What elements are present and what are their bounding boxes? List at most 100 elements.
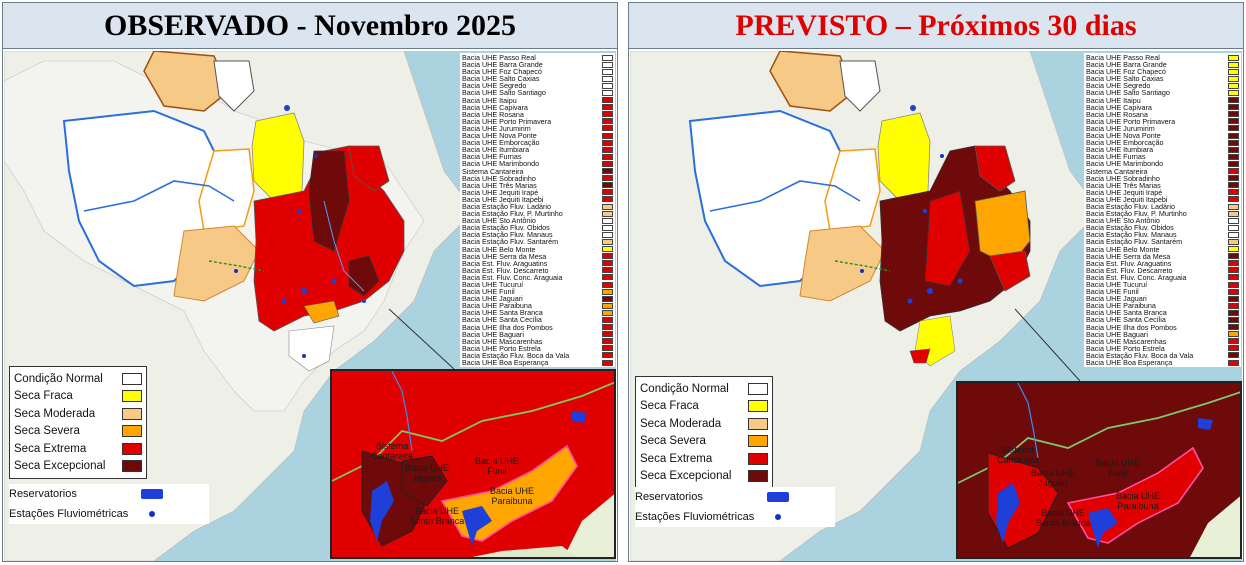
basin-color-swatch — [602, 217, 613, 224]
basin-name: Bacia UHE Tucuruí — [1086, 280, 1148, 289]
basin-name: Bacia UHE Belo Monte — [462, 244, 536, 254]
basin-name: Bacia UHE Passo Real — [462, 53, 536, 62]
basin-legend-item: Bacia Estação Fluv. Obidos — [462, 224, 613, 231]
basin-name: Bacia UHE Santa Branca — [1086, 308, 1167, 318]
basin-legend-item: Bacia UHE Ilha dos Pombos — [1086, 323, 1239, 331]
basin-legend-item: Sistema Cantareira — [462, 166, 613, 176]
inset-label-funil: Bacia UHE Funil — [1095, 458, 1140, 478]
basin-color-swatch — [1228, 97, 1239, 104]
basin-color-swatch — [1228, 68, 1239, 75]
basin-name: Bacia UHE Boa Esperança — [462, 358, 549, 368]
basin-name: Bacia Est. Fluv. Descarreto — [1086, 265, 1173, 275]
basin-legend-item: Bacia UHE Nova Ponte — [1086, 132, 1239, 139]
basin-color-swatch — [1228, 224, 1239, 231]
basin-color-swatch — [602, 324, 613, 331]
basin-name: Bacia UHE Tucuruí — [462, 280, 524, 289]
basin-name: Bacia UHE Emborcação — [1086, 138, 1164, 148]
basin-name: Bacia UHE Porto Primavera — [462, 116, 552, 126]
basin-color-swatch — [1228, 132, 1239, 139]
basin-name: Bacia Estação Fluv. Boca da Vala — [1086, 350, 1194, 360]
basin-name: Bacia UHE Serra da Mesa — [462, 251, 547, 261]
basin-legend-item: Bacia UHE Jequiti Itapebi — [1086, 196, 1239, 203]
basin-legend-item: Bacia UHE Furnas — [462, 153, 613, 160]
condition-legend-item: Seca Excepcional — [14, 458, 142, 476]
basin-legend-item: Bacia UHE Belo Monte — [1086, 245, 1239, 253]
condition-label: Condição Normal — [14, 372, 103, 385]
basin-name: Bacia UHE Segredo — [462, 81, 527, 91]
condition-legend-forecast: Condição Normal Seca Fraca Seca Moderada Se… — [635, 376, 773, 489]
basin-name: Bacia UHE Jurumirim — [1086, 123, 1155, 133]
basin-name: Bacia UHE Três Marias — [462, 180, 537, 190]
basin-color-swatch — [602, 352, 613, 359]
basin-name: Bacia UHE Salto Santiago — [1086, 88, 1170, 98]
basin-name: Sistema Cantareira — [1086, 166, 1148, 176]
basin-legend-item: Bacia UHE Jequiti Irapé — [1086, 189, 1239, 196]
basin-color-swatch — [602, 146, 613, 153]
basin-color-swatch — [1228, 281, 1239, 288]
condition-label: Seca Excepcional — [14, 460, 106, 473]
basin-name: Bacia UHE Itumbiara — [462, 145, 530, 155]
observed-title: OBSERVADO - Novembro 2025 — [3, 3, 617, 49]
condition-color-swatch — [748, 382, 768, 395]
basin-name: Bacia UHE Salto Santiago — [462, 88, 546, 98]
basin-color-swatch — [602, 153, 613, 160]
basin-name: Bacia UHE Ilha dos Pombos — [462, 322, 553, 332]
basin-color-swatch — [602, 132, 613, 139]
inset-label-jaguari: Bacia UHE Jaguari — [404, 463, 449, 483]
station-symbol — [775, 514, 781, 520]
basin-legend-item: Bacia UHE Santa Branca — [462, 309, 613, 317]
basin-legend-item: Bacia UHE Marimbondo — [1086, 160, 1239, 168]
basin-color-swatch — [602, 118, 613, 125]
basin-legend-item: Bacia UHE Barra Grande — [462, 61, 613, 68]
basin-legend-item: Bacia UHE Jurumirim — [1086, 125, 1239, 132]
condition-color-swatch — [748, 417, 768, 430]
basin-color-swatch — [602, 295, 613, 302]
basin-legend-item: Bacia UHE Santa Cecília — [1086, 315, 1239, 325]
inset-label-santa-branca: Bacia UHE Santa Branca — [409, 506, 465, 526]
basin-color-swatch — [602, 231, 613, 238]
basin-legend-item: Bacia UHE Nova Ponte — [462, 132, 613, 139]
basin-legend-item: Bacia UHE Salto Caxias — [462, 75, 613, 82]
basin-color-swatch — [602, 331, 613, 338]
station-legend-row: Estações Fluviométricas — [635, 507, 835, 527]
basin-name: Bacia Estação Fluv. P. Murtinho — [1086, 209, 1187, 219]
basin-name: Bacia Estação Fluv. Obidos — [1086, 223, 1174, 233]
basin-color-swatch — [1228, 196, 1239, 203]
basin-legend-item: Bacia UHE Paraibuna — [1086, 302, 1239, 309]
basin-legend-item: Bacia UHE Mascarenhas — [462, 338, 613, 345]
basin-legend-item: Bacia UHE Sto Antônio — [462, 217, 613, 224]
basin-name: Bacia UHE Emborcação — [462, 138, 540, 148]
basin-color-swatch — [602, 274, 613, 281]
basin-name: Bacia UHE Itumbiara — [1086, 145, 1154, 155]
basin-legend-item: Bacia UHE Serra da Mesa — [462, 251, 613, 261]
basin-name: Bacia UHE Itaipu — [462, 95, 517, 105]
condition-label: Seca Fraca — [14, 390, 73, 403]
basin-legend-item: Bacia UHE Marimbondo — [462, 160, 613, 168]
basin-name: Bacia UHE Rosana — [1086, 109, 1148, 119]
basin-name: Bacia UHE Santa Cecília — [1086, 315, 1166, 325]
basin-legend-item: Bacia UHE Sobradinho — [1086, 173, 1239, 183]
basin-color-swatch — [602, 90, 613, 97]
basin-name: Sistema Cantareira — [462, 166, 524, 176]
basin-legend-item: Bacia UHE Santa Cecília — [462, 316, 613, 324]
basin-color-swatch — [602, 182, 613, 189]
basin-legend-item: Bacia UHE Itumbiara — [462, 146, 613, 153]
basin-legend-item: Bacia UHE Boa Esperança — [462, 359, 613, 366]
basin-color-swatch — [1228, 238, 1239, 245]
basin-color-swatch — [602, 359, 613, 366]
basin-legend-item: Bacia Estação Fluv. Manaus — [462, 231, 613, 238]
condition-legend-item: Seca Moderada — [14, 405, 142, 423]
basin-color-swatch — [602, 97, 613, 104]
basin-color-swatch — [1228, 317, 1239, 324]
basin-color-swatch — [1228, 203, 1239, 210]
condition-color-swatch — [122, 372, 142, 385]
basin-legend-item: Bacia UHE Salto Santiago — [1086, 88, 1239, 98]
forecast-map: Bacia UHE Passo Real Bacia UHE Barra Gran… — [630, 51, 1242, 561]
basin-color-swatch — [1228, 139, 1239, 146]
basin-name: Bacia UHE Furnas — [462, 152, 522, 162]
basin-name: Bacia UHE Jequiti Itapebi — [1086, 194, 1168, 204]
basin-name: Bacia UHE Sobradinho — [1086, 173, 1160, 183]
basin-color-swatch — [602, 253, 613, 260]
basin-legend-item: Bacia UHE Passo Real — [1086, 54, 1239, 61]
basin-color-swatch — [1228, 146, 1239, 153]
